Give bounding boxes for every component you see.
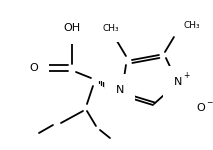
- Text: +: +: [183, 72, 189, 81]
- Text: −: −: [206, 99, 212, 108]
- Text: N: N: [174, 77, 182, 87]
- Text: N: N: [116, 85, 124, 95]
- Text: CH₃: CH₃: [184, 21, 201, 30]
- Text: OH: OH: [63, 23, 81, 33]
- Text: O: O: [197, 103, 205, 113]
- Text: CH₃: CH₃: [103, 24, 119, 33]
- Text: O: O: [30, 63, 38, 73]
